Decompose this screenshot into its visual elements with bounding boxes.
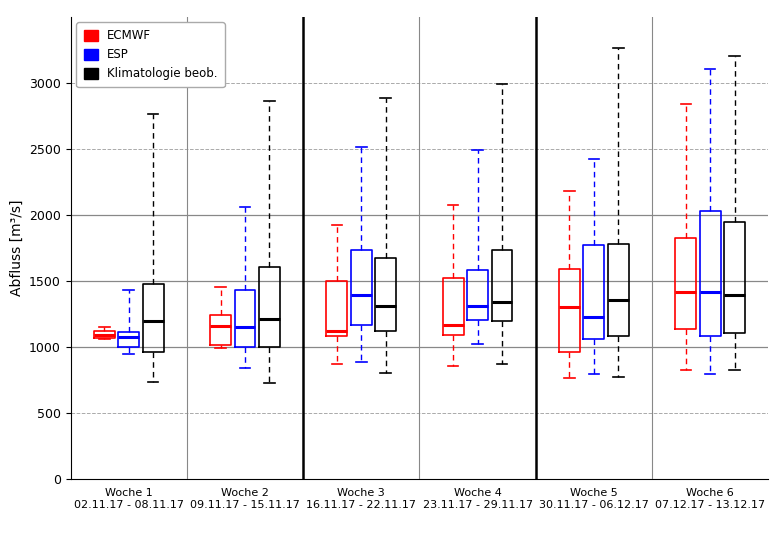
Y-axis label: Abfluss [m³/s]: Abfluss [m³/s] [9, 199, 24, 296]
Legend: ECMWF, ESP, Klimatologie beob.: ECMWF, ESP, Klimatologie beob. [77, 23, 225, 87]
